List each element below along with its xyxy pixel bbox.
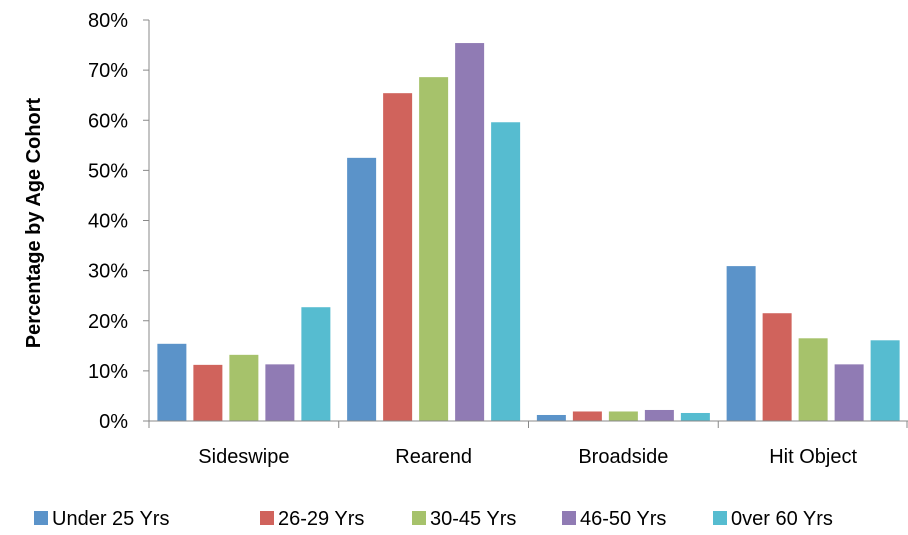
bars xyxy=(157,43,900,422)
legend-label: 30-45 Yrs xyxy=(430,508,516,530)
x-tick-label: Rearend xyxy=(395,446,472,468)
legend-swatch xyxy=(562,511,576,525)
legend-swatch xyxy=(412,511,426,525)
y-tick-label: 40% xyxy=(88,211,128,233)
bar xyxy=(726,266,756,421)
bar xyxy=(870,340,900,421)
x-tick-label: Broadside xyxy=(578,446,668,468)
bar xyxy=(157,343,187,421)
y-tick-label: 80% xyxy=(88,10,128,32)
y-axis-label: Percentage by Age Cohort xyxy=(23,97,45,348)
bar xyxy=(572,411,602,421)
x-tick-label: Sideswipe xyxy=(198,446,289,468)
bar xyxy=(491,122,521,421)
legend-swatch xyxy=(260,511,274,525)
bar xyxy=(229,354,259,421)
legend-label: 0ver 60 Yrs xyxy=(731,508,833,530)
bar xyxy=(762,313,792,421)
y-tick-label: 0% xyxy=(99,411,128,433)
legend: Under 25 Yrs 26-29 Yrs 30-45 Yrs 46-50 Yrs 0… xyxy=(34,508,833,530)
legend-label: 46-50 Yrs xyxy=(580,508,666,530)
y-tick-label: 30% xyxy=(88,261,128,283)
legend-swatch xyxy=(713,511,727,525)
bar xyxy=(608,411,638,421)
x-axis: Sideswipe Rearend Broadside Hit Object xyxy=(148,420,908,468)
legend-swatch xyxy=(34,511,48,525)
bar xyxy=(301,307,331,421)
bar xyxy=(265,364,295,421)
bar xyxy=(347,157,377,421)
x-tick-label: Hit Object xyxy=(769,446,857,468)
legend-label: Under 25 Yrs xyxy=(52,508,169,530)
bar xyxy=(680,412,710,421)
bar xyxy=(644,409,674,421)
y-axis: 0% 10% 20% 30% 40% 50% 60% 70% 80% xyxy=(88,10,150,433)
bar xyxy=(193,364,223,421)
bar xyxy=(455,43,485,422)
bar xyxy=(383,93,413,422)
bar xyxy=(834,364,864,421)
y-tick-label: 60% xyxy=(88,110,128,132)
y-tick-label: 10% xyxy=(88,361,128,383)
bar xyxy=(419,77,449,421)
bar xyxy=(536,414,566,421)
y-tick-label: 70% xyxy=(88,60,128,82)
bar xyxy=(798,338,828,421)
y-tick-label: 50% xyxy=(88,160,128,182)
y-tick-label: 20% xyxy=(88,311,128,333)
legend-label: 26-29 Yrs xyxy=(278,508,364,530)
